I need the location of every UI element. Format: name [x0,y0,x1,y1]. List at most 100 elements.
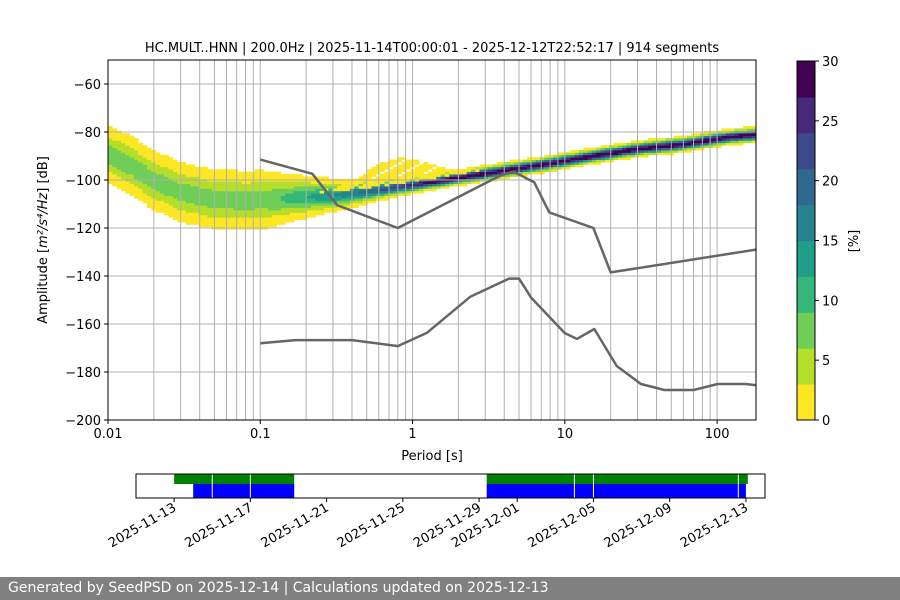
psd-bin [125,174,130,177]
psd-bin [280,183,286,187]
colorbar-segment [797,66,815,74]
psd-bin [246,171,251,175]
psd-bin [108,159,113,163]
psd-bin [721,128,727,132]
psd-bin [254,193,260,196]
psd-bin [164,174,169,177]
psd-bin [302,186,308,189]
psd-bin [254,214,260,218]
psd-bin [527,162,532,165]
psd-bin [237,186,243,189]
psd-bin [393,176,398,180]
psd-bin [159,200,165,204]
psd-bin [306,188,312,192]
psd-bin [185,190,191,194]
psd-bin [466,181,472,184]
psd-bin [315,207,321,211]
psd-bin [328,202,334,206]
psd-bin [375,190,381,194]
psd-bin [263,207,269,211]
psd-bin [440,186,446,189]
psd-bin [462,174,467,177]
psd-bin [315,205,321,208]
psd-bin [306,186,312,189]
psd-bin [734,128,740,132]
psd-bin [367,193,372,196]
psd-bin [626,150,632,153]
psd-bin [133,142,139,146]
psd-bin [112,140,118,144]
psd-bin [315,181,321,184]
psd-bin [609,145,614,148]
psd-bin [233,183,238,187]
psd-bin [120,140,126,144]
psd-bin [341,195,346,199]
psd-bin [159,193,165,196]
psd-bin [146,188,152,192]
psd-bin [108,138,113,141]
x-tick-label: 100 [705,427,730,442]
psd-bin [336,193,342,196]
psd-bin [336,190,342,194]
psd-bin [207,222,213,225]
psd-bin [133,193,139,196]
psd-bin [730,133,735,136]
psd-bin [734,140,740,144]
psd-bin [138,162,143,165]
psd-bin [570,150,575,153]
psd-bin [544,164,550,168]
psd-bin [656,138,662,141]
psd-bin [142,147,148,151]
psd-bin [172,186,178,189]
psd-bin [133,169,139,172]
psd-bin [159,186,165,189]
psd-bin [587,147,593,151]
psd-bin [401,186,407,189]
psd-bin [246,217,251,220]
psd-bin [358,181,364,184]
psd-bin [177,183,182,187]
psd-bin [216,219,221,223]
psd-bin [185,205,191,208]
psd-bin [263,200,269,204]
psd-bin [639,152,645,156]
psd-bin [285,212,290,216]
psd-bin [237,210,243,213]
psd-bin [496,169,502,172]
psd-bin [630,150,636,153]
psd-bin [146,205,152,208]
psd-bin [276,214,282,218]
grid-lines [108,60,756,421]
psd-bin [540,169,545,172]
psd-bin [276,186,282,189]
psd-bin [479,174,485,177]
psd-bin [509,159,515,163]
psd-bin [207,188,213,192]
psd-bin [246,207,251,211]
psd-bin [531,157,537,160]
psd-bin [138,198,143,201]
psd-bin [682,147,688,151]
psd-bin [220,224,226,228]
psd-bin [259,222,264,225]
psd-bin [362,176,368,180]
psd-bin [138,195,143,199]
psd-bin [730,138,735,141]
psd-bin [185,212,191,216]
psd-bin [146,157,152,160]
psd-bin [673,145,679,148]
psd-bin [423,164,429,168]
psd-bin [190,214,195,218]
psd-bin [470,176,476,180]
psd-bin [401,176,407,180]
psd-bin [254,207,260,211]
psd-bin [263,205,269,208]
psd-bin [181,166,187,170]
psd-bin [574,162,580,165]
psd-bin [259,181,264,184]
psd-bin [669,138,675,141]
psd-bin [190,190,195,194]
psd-bin [319,195,325,199]
psd-bin [246,195,251,199]
